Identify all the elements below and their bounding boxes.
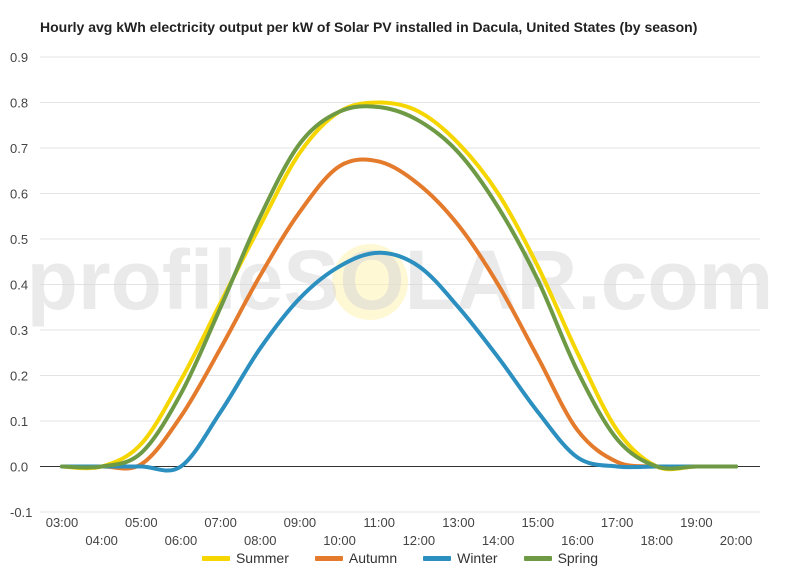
- x-tick-label: 05:00: [125, 515, 158, 530]
- x-tick-label: 18:00: [640, 533, 673, 545]
- watermark-sun-icon: [332, 244, 408, 320]
- x-tick-label: 03:00: [46, 515, 79, 530]
- y-tick-label: 0.5: [10, 232, 28, 247]
- y-tick-label: 0.4: [10, 278, 28, 293]
- legend: Summer Autumn Winter Spring: [0, 549, 800, 567]
- chart-title: Hourly avg kWh electricity output per kW…: [40, 19, 698, 35]
- y-tick-label: 0.3: [10, 323, 28, 338]
- legend-label: Winter: [457, 550, 498, 566]
- x-tick-label: 07:00: [204, 515, 237, 530]
- y-tick-label: 0.8: [10, 96, 28, 111]
- x-tick-label: 14:00: [482, 533, 515, 545]
- y-tick-label: 0.9: [10, 50, 28, 65]
- legend-item-summer[interactable]: Summer: [201, 549, 289, 567]
- series-line-summer: [60, 100, 738, 472]
- x-axis-ticks: 03:00 04:00 05:00 06:00 07:00 08:00 09:00 10:00…: [46, 515, 753, 545]
- legend-item-winter[interactable]: Winter: [423, 549, 498, 567]
- x-tick-label: 13:00: [442, 515, 475, 530]
- y-tick-label: 0.2: [10, 369, 28, 384]
- x-tick-label: 04:00: [85, 533, 118, 545]
- y-axis-ticks: -0.1 0.0 0.1 0.2 0.3 0.4 0.5 0.6 0.7 0.8 0.9: [10, 50, 32, 520]
- y-tick-label: 0.7: [10, 141, 28, 156]
- series-line-winter: [60, 250, 738, 473]
- series-line-autumn: [60, 157, 738, 471]
- x-tick-label: 17:00: [601, 515, 634, 530]
- y-tick-label: 0.0: [10, 460, 28, 475]
- x-tick-label: 09:00: [284, 515, 317, 530]
- x-tick-label: 19:00: [680, 515, 713, 530]
- series-lines: [60, 100, 738, 473]
- x-tick-label: 12:00: [403, 533, 436, 545]
- line-chart: -0.1 0.0 0.1 0.2 0.3 0.4 0.5 0.6 0.7 0.8 0.9 03:00…: [10, 50, 774, 545]
- y-tick-label: -0.1: [10, 505, 32, 520]
- x-tick-label: 15:00: [522, 515, 555, 530]
- legend-swatch: [314, 555, 343, 561]
- x-tick-label: 10:00: [323, 533, 356, 545]
- legend-swatch: [523, 555, 552, 561]
- gridlines: [40, 56, 760, 513]
- y-tick-label: 0.6: [10, 187, 28, 202]
- legend-label: Autumn: [348, 550, 398, 566]
- legend-swatch: [423, 555, 452, 561]
- legend-label: Summer: [235, 550, 289, 566]
- y-tick-label: 0.1: [10, 414, 28, 429]
- legend-swatch: [201, 555, 230, 561]
- legend-item-spring[interactable]: Spring: [523, 549, 599, 567]
- x-tick-label: 16:00: [561, 533, 594, 545]
- series-line-spring: [60, 104, 738, 471]
- x-tick-label: 20:00: [720, 533, 753, 545]
- x-tick-label: 06:00: [165, 533, 198, 545]
- legend-item-autumn[interactable]: Autumn: [314, 549, 398, 567]
- watermark: profileSOLAR.com: [27, 233, 774, 327]
- watermark-text: profileSOLAR.com: [27, 233, 774, 327]
- x-tick-label: 08:00: [244, 533, 277, 545]
- x-tick-label: 11:00: [363, 515, 395, 530]
- legend-label: Spring: [557, 550, 599, 566]
